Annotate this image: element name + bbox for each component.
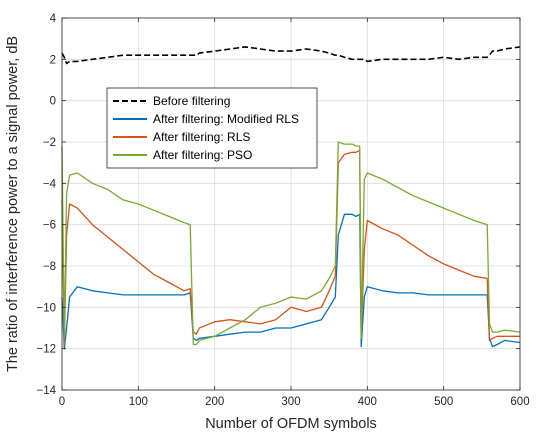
x-tick-label: 200	[205, 396, 224, 408]
x-tick-label: 0	[59, 396, 65, 408]
y-tick-label: −12	[36, 344, 56, 356]
y-tick-label: 0	[50, 96, 56, 108]
x-tick-label: 300	[281, 396, 300, 408]
series-line-0	[61, 46, 521, 65]
series-line-3	[61, 141, 521, 346]
y-tick-label: −4	[43, 178, 57, 190]
y-tick-label: −6	[43, 220, 56, 232]
x-tick-label: 500	[434, 396, 453, 408]
legend-label-1: After filtering: Modified RLS	[153, 112, 299, 126]
legend-label-2: After filtering: RLS	[153, 130, 250, 144]
y-tick-label: 2	[50, 54, 56, 66]
legend-label-3: After filtering: PSO	[153, 148, 252, 162]
series-line-2	[61, 149, 520, 346]
axis-ticks: 0 100 200 300 400 500 600 4 2 0 −2 −4 −6 −8 −10 −12 −14	[36, 13, 529, 408]
series-line-1	[61, 213, 521, 350]
y-tick-label: −2	[43, 137, 56, 149]
x-tick-label: 400	[358, 396, 377, 408]
y-tick-label: −8	[43, 261, 56, 273]
series-lines	[61, 46, 521, 350]
y-tick-label: −14	[36, 385, 56, 397]
legend-label-0: Before filtering	[153, 94, 230, 108]
y-axis-label: The ratio of interference power to a sig…	[5, 36, 21, 372]
y-tick-label: 4	[50, 13, 57, 25]
x-tick-label: 100	[129, 396, 148, 408]
x-axis-label: Number of OFDM symbols	[205, 416, 377, 432]
y-tick-label: −10	[36, 302, 56, 314]
legend: Before filtering After filtering: Modifie…	[106, 87, 318, 169]
x-tick-label: 600	[510, 396, 529, 408]
